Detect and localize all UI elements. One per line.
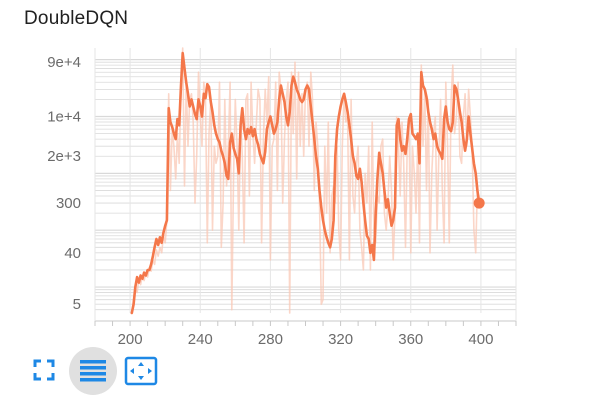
- y-tick-label: 40: [64, 245, 81, 262]
- fullscreen-button[interactable]: [30, 356, 58, 384]
- y-tick-label: 300: [56, 195, 81, 212]
- y-tick-label: 5: [73, 296, 81, 313]
- fullscreen-icon: [33, 359, 55, 381]
- fit-domain-button[interactable]: [124, 356, 158, 386]
- series-last-point: [473, 197, 485, 209]
- x-tick-label: 320: [328, 331, 353, 345]
- y-tick-label: 2e+3: [47, 148, 81, 165]
- major-gridlines: [129, 48, 482, 313]
- chart-title: DoubleDQN: [24, 8, 129, 29]
- y-tick-label: 1e+4: [47, 108, 81, 125]
- x-tick-label: 400: [468, 331, 493, 345]
- x-tick-label: 280: [258, 331, 283, 345]
- series-layer: [130, 47, 485, 315]
- x-tick-label: 200: [118, 331, 143, 345]
- chart-axes: [94, 48, 517, 326]
- y-axis-ticks: 5 40 300 2e+3 1e+4 9e+4: [47, 54, 81, 313]
- series-smoothed-line: [130, 51, 481, 315]
- fit-domain-icon: [124, 356, 158, 386]
- x-tick-label: 240: [188, 331, 213, 345]
- lines-icon: [69, 347, 117, 395]
- y-tick-label: 9e+4: [47, 54, 81, 71]
- x-tick-label: 360: [398, 331, 423, 345]
- line-chart: 5 40 300 2e+3 1e+4 9e+4 200 240 280 320 360 400: [47, 47, 517, 345]
- log-scale-toggle[interactable]: [68, 346, 118, 396]
- x-axis-ticks: 200 240 280 320 360 400: [118, 331, 494, 345]
